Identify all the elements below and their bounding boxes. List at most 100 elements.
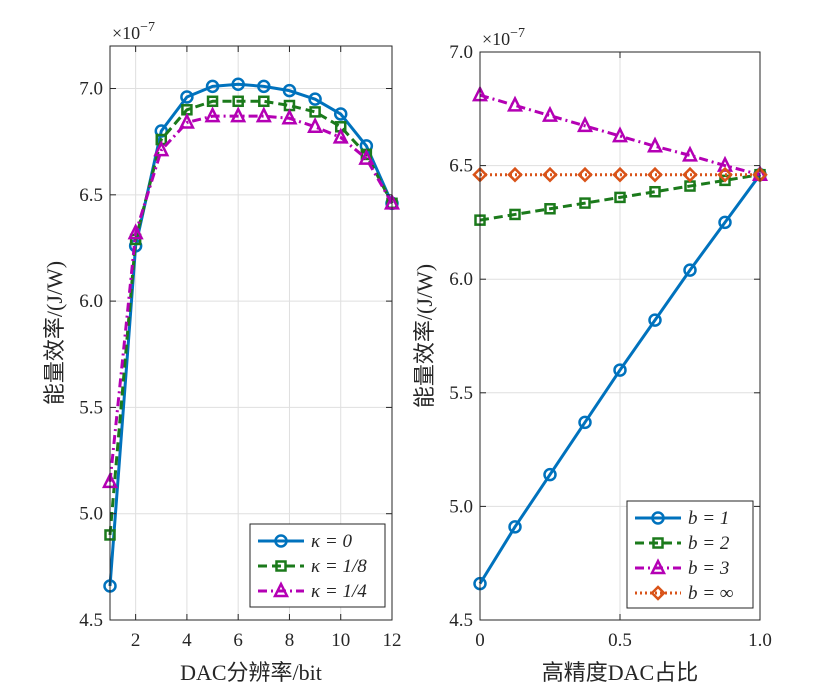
data-point xyxy=(178,112,195,129)
data-point xyxy=(544,203,556,215)
series-line xyxy=(479,173,761,222)
y-tick-label: 6.5 xyxy=(449,156,473,177)
y-tick-label: 5.0 xyxy=(449,496,473,517)
data-point xyxy=(681,145,699,162)
x-tick-label: 12 xyxy=(383,630,402,651)
x-tick-label: 8 xyxy=(285,630,295,651)
x-tick-label: 6 xyxy=(233,630,243,651)
axes-frame xyxy=(109,45,393,621)
data-point xyxy=(649,185,661,198)
legend-entry: κ = 0 xyxy=(258,531,352,552)
y-exponent-power: −7 xyxy=(140,20,155,35)
data-point xyxy=(230,106,247,123)
right-chart: 0 0.5 1.04.55.05.56.06.57.0×10−7高精度DAC占比能量… xyxy=(412,26,772,685)
data-point xyxy=(255,106,272,123)
data-point xyxy=(205,79,220,94)
y-axis-label: 能量效率/(J/W) xyxy=(42,261,67,405)
y-tick-label: 5.5 xyxy=(79,397,103,418)
legend-marker xyxy=(275,560,287,572)
data-point xyxy=(308,92,322,106)
data-point xyxy=(646,136,664,153)
data-point xyxy=(282,83,297,98)
x-axis-label: 高精度DAC占比 xyxy=(542,660,698,685)
data-point xyxy=(258,95,270,108)
x-tick-label: 2 xyxy=(131,630,141,651)
data-point xyxy=(614,191,626,204)
legend: κ = 0 κ = 1/8 κ = 1/4 xyxy=(249,523,386,608)
legend-marker xyxy=(652,537,664,549)
data-point xyxy=(153,140,170,157)
y-tick-label: 6.0 xyxy=(79,291,103,312)
y-tick-label: 6.0 xyxy=(449,269,473,290)
legend-entry: b = 1 xyxy=(635,508,729,529)
legend-label: κ = 0 xyxy=(311,531,352,552)
legend-label: b = ∞ xyxy=(688,583,733,604)
series-line xyxy=(478,173,762,585)
legend-label: κ = 1/4 xyxy=(311,581,367,602)
legend-label: b = 3 xyxy=(688,558,729,579)
legend-marker xyxy=(651,511,665,525)
data-point xyxy=(232,95,244,108)
data-point xyxy=(647,166,663,183)
y-tick-label: 6.5 xyxy=(79,185,103,206)
data-point xyxy=(307,116,324,134)
legend-label: κ = 1/8 xyxy=(311,556,367,577)
legend-entry: b = 2 xyxy=(635,533,730,554)
y-tick-label: 5.5 xyxy=(449,383,473,404)
data-point xyxy=(648,313,662,327)
series-line xyxy=(479,93,761,177)
data-point xyxy=(506,95,524,112)
x-tick-label: 1.0 xyxy=(748,630,772,651)
data-point xyxy=(508,520,522,534)
data-point xyxy=(542,166,558,183)
data-point xyxy=(611,126,629,143)
data-point xyxy=(543,467,557,482)
x-tick-label: 4 xyxy=(182,630,192,651)
data-point xyxy=(204,106,221,123)
series-2 xyxy=(474,168,766,226)
data-point xyxy=(257,79,271,94)
data-point xyxy=(206,95,219,108)
x-tick-label: 0 xyxy=(475,630,485,651)
legend-marker xyxy=(649,558,667,575)
legend-marker xyxy=(272,581,290,598)
data-point xyxy=(281,108,298,125)
data-point xyxy=(716,155,734,172)
data-point xyxy=(613,363,627,377)
data-point xyxy=(576,116,594,133)
data-point xyxy=(180,90,194,104)
legend-marker xyxy=(650,585,666,601)
data-point xyxy=(683,263,697,277)
y-tick-label: 4.5 xyxy=(79,610,103,631)
y-exponent-power: −7 xyxy=(510,26,525,41)
data-point xyxy=(309,106,321,118)
y-tick-label: 7.0 xyxy=(449,42,473,63)
y-tick-label: 5.0 xyxy=(79,504,103,525)
y-tick-label: 7.0 xyxy=(79,79,103,100)
data-point xyxy=(682,166,698,183)
legend-marker xyxy=(274,534,288,548)
data-point xyxy=(507,166,523,183)
data-point xyxy=(717,166,733,183)
legend-entry: b = ∞ xyxy=(635,583,733,604)
data-point xyxy=(541,105,559,122)
data-point xyxy=(509,208,521,221)
data-point xyxy=(127,223,144,240)
data-point xyxy=(358,148,375,165)
left-chart: 2 4 6 8 10 124.55.05.56.06.57.0×10−7DAC分辨率/bi… xyxy=(42,20,402,685)
x-tick-label: 10 xyxy=(331,630,350,651)
legend-entry: κ = 1/8 xyxy=(258,556,367,577)
legend-entry: b = 3 xyxy=(635,558,729,579)
data-point xyxy=(332,127,349,144)
legend-entry: κ = 1/4 xyxy=(258,581,367,602)
legend-label: b = 1 xyxy=(688,508,729,529)
data-point xyxy=(231,77,245,92)
data-point xyxy=(578,415,592,430)
x-axis-label: DAC分辨率/bit xyxy=(180,660,322,685)
data-point xyxy=(718,215,732,230)
data-point xyxy=(612,166,628,183)
data-point xyxy=(579,197,591,209)
legend: b = 1 b = 2 b = 3 b = ∞ xyxy=(626,500,754,609)
y-axis-label: 能量效率/(J/W) xyxy=(412,264,437,408)
